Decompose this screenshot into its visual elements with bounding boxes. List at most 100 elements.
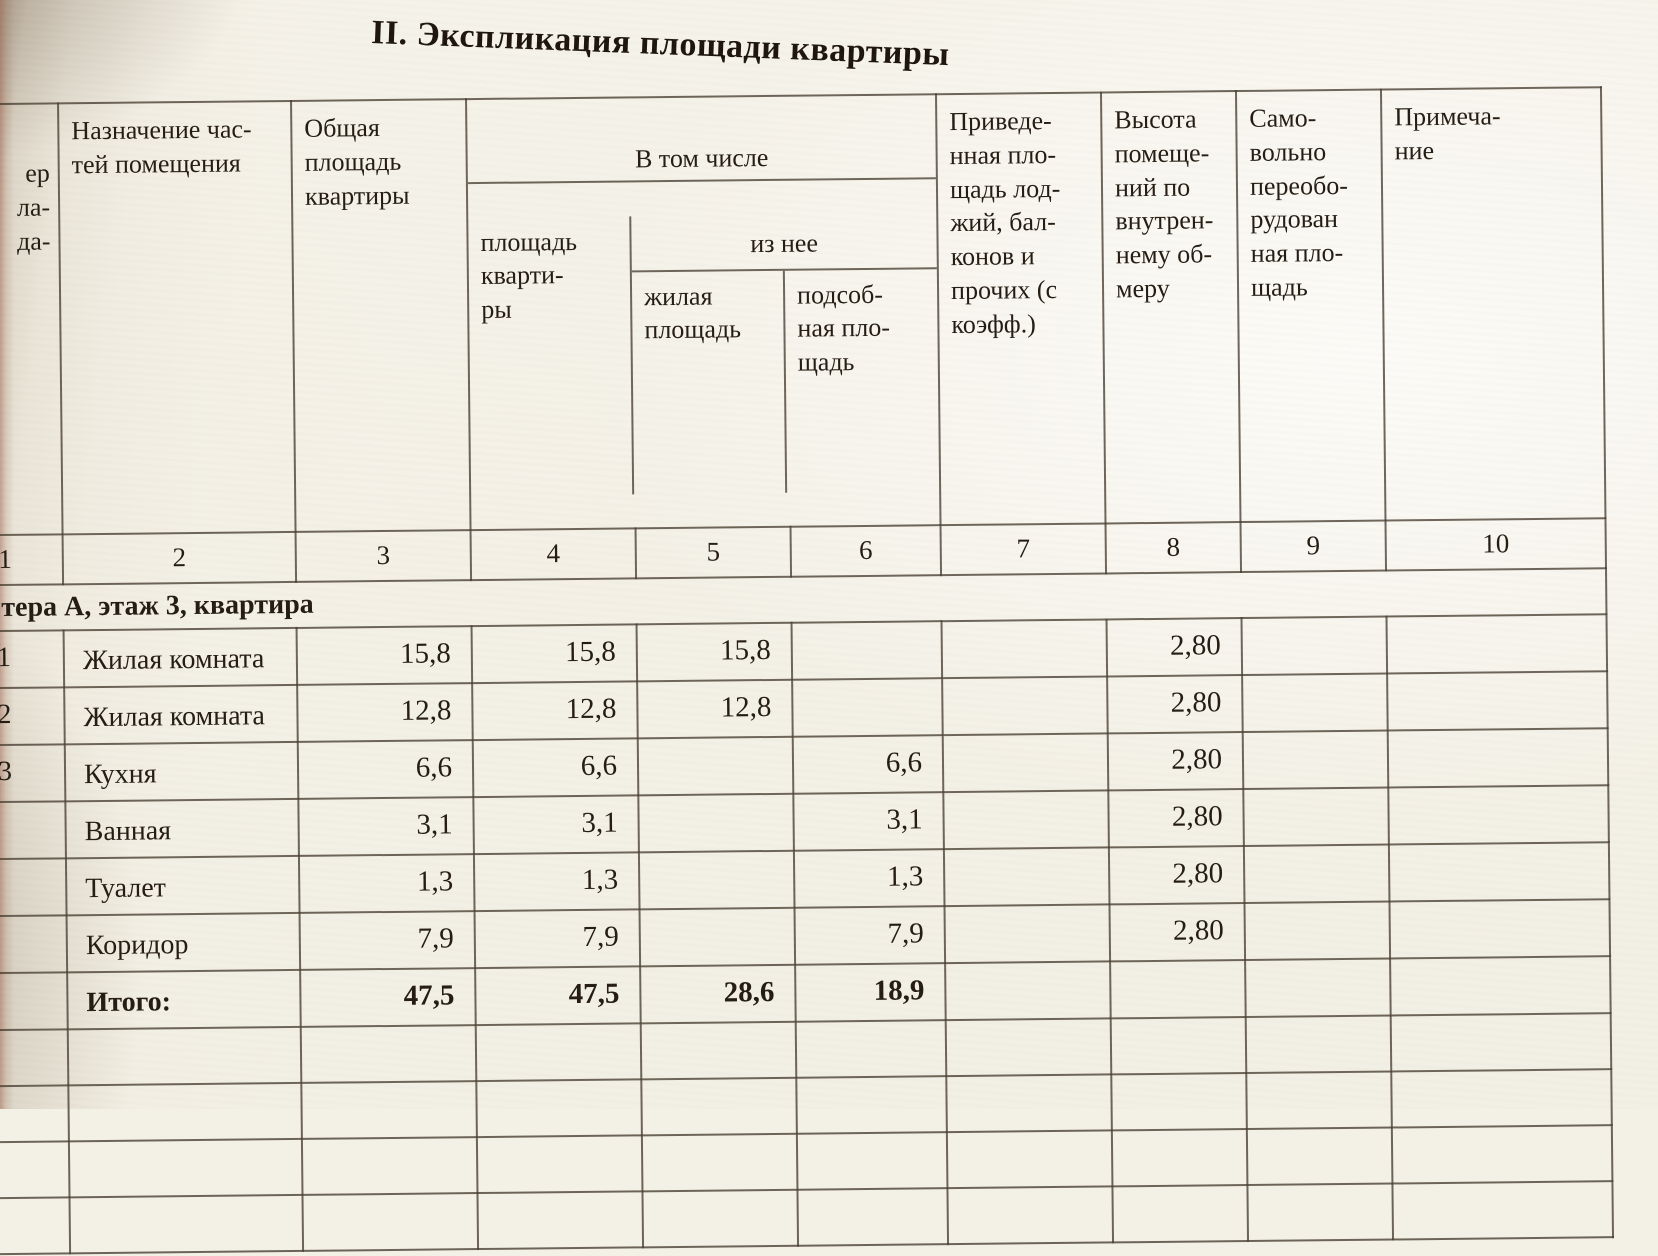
cell-reduced-area — [943, 790, 1109, 850]
cell-row-number: 3 — [0, 744, 66, 804]
cell-living-area — [637, 737, 794, 796]
header-cell-height: Высота помеще- ний по внутрен- нему об- … — [1101, 91, 1241, 524]
empty-cell — [1247, 1183, 1394, 1242]
cell-room-name: Жилая комната — [63, 628, 298, 688]
cell-row-number — [0, 915, 68, 975]
cell-apartment-area: 47,5 — [475, 966, 641, 1026]
header-cell-unauthorized: Само- вольно переобо- рудован ная пло- щ… — [1236, 89, 1386, 523]
empty-cell — [1391, 1069, 1612, 1128]
header-cell-number: ер ла- да- — [0, 103, 63, 537]
cell-height: 2,80 — [1106, 618, 1243, 677]
empty-cell — [1110, 1017, 1247, 1075]
cell-unauthorized — [1245, 958, 1391, 1018]
cell-note — [1388, 842, 1610, 902]
cell-height: 2,80 — [1108, 789, 1244, 848]
empty-cell — [0, 1197, 71, 1256]
cell-apartment-area: 6,6 — [472, 738, 639, 798]
cell-note — [1387, 671, 1608, 731]
cell-living-area: 28,6 — [640, 965, 796, 1024]
cell-note — [1387, 728, 1609, 788]
empty-cell — [945, 1018, 1112, 1077]
cell-living-area — [638, 851, 795, 910]
empty-cell — [300, 1025, 477, 1084]
cell-total-area: 3,1 — [298, 797, 474, 857]
empty-cell — [301, 1081, 477, 1140]
empty-cell — [68, 1083, 302, 1142]
cell-reduced-area — [944, 904, 1111, 964]
cell-auxiliary-area: 18,9 — [795, 963, 946, 1023]
column-number-1: 1 — [0, 534, 64, 587]
explication-table: ер ла- да- Назначение час- тей помещения… — [0, 86, 1614, 1256]
empty-cell — [67, 1027, 302, 1086]
column-number-8: 8 — [1105, 522, 1242, 574]
cell-row-number — [0, 858, 67, 918]
empty-cell — [69, 1195, 304, 1254]
empty-cell — [301, 1137, 478, 1196]
header-cell-purpose: Назначение час- тей помещения — [58, 100, 296, 535]
cell-height: 2,80 — [1107, 675, 1243, 734]
scanned-page-background — [0, 0, 1658, 1109]
cell-auxiliary-area — [792, 678, 943, 738]
empty-cell — [641, 1078, 797, 1136]
empty-cell — [0, 1029, 69, 1088]
column-number-9: 9 — [1240, 520, 1387, 573]
header-cell-total-area: Общая площадь квартиры — [291, 99, 471, 533]
cell-height: 2,80 — [1108, 846, 1245, 905]
cell-row-number — [0, 801, 66, 861]
cell-room-name: Коридор — [66, 913, 301, 973]
cell-total-area: 12,8 — [297, 683, 473, 743]
cell-auxiliary-area — [791, 621, 943, 681]
cell-total-area: 47,5 — [300, 968, 476, 1028]
cell-reduced-area — [941, 619, 1108, 679]
cell-apartment-area: 7,9 — [474, 909, 641, 969]
cell-note — [1390, 956, 1611, 1016]
cell-living-area: 12,8 — [637, 680, 793, 739]
empty-cell — [641, 1134, 798, 1192]
cell-apartment-area: 1,3 — [473, 852, 640, 912]
column-number-7: 7 — [940, 523, 1107, 576]
cell-living-area: 15,8 — [636, 623, 793, 682]
empty-cell — [796, 1132, 948, 1191]
cell-auxiliary-area: 3,1 — [793, 792, 944, 852]
empty-cell — [475, 1023, 642, 1082]
empty-cell — [795, 1020, 947, 1079]
empty-cell — [477, 1191, 644, 1250]
cell-auxiliary-area: 6,6 — [792, 735, 944, 795]
cell-living-area — [638, 794, 794, 853]
cell-living-area — [639, 908, 796, 967]
cell-auxiliary-area: 7,9 — [794, 906, 946, 966]
cell-apartment-area: 15,8 — [471, 624, 638, 684]
empty-cell — [1390, 1013, 1612, 1072]
cell-unauthorized — [1243, 787, 1389, 847]
cell-note — [1388, 785, 1609, 845]
cell-total-area: 7,9 — [299, 911, 476, 971]
header-cell-note: Примеча- ние — [1381, 87, 1606, 521]
empty-cell — [0, 1085, 69, 1144]
empty-cell — [476, 1135, 643, 1194]
cell-reduced-area — [945, 961, 1111, 1021]
cell-unauthorized — [1242, 673, 1388, 733]
empty-cell — [1246, 1127, 1393, 1186]
empty-cell — [946, 1130, 1113, 1189]
header-cell-including-group: В том числе площадь кварти- ры из нее жи… — [466, 94, 941, 531]
empty-cell — [1111, 1129, 1248, 1187]
cell-room-name: Кухня — [64, 742, 299, 802]
cell-reduced-area — [943, 847, 1110, 907]
empty-cell — [68, 1139, 303, 1198]
column-number-5: 5 — [635, 527, 792, 579]
cell-unauthorized — [1241, 616, 1388, 676]
header-auxiliary-area: подсоб- ная пло- щадь — [796, 279, 891, 377]
empty-cell — [1111, 1073, 1247, 1131]
cell-total-label: Итого: — [67, 970, 301, 1030]
header-of-it-sub: жилая площадь подсоб- ная пло- щадь — [631, 269, 939, 494]
cell-note — [1386, 614, 1608, 674]
cell-total-area: 15,8 — [296, 626, 473, 686]
empty-cell — [642, 1190, 799, 1248]
cell-row-number — [0, 972, 68, 1032]
cell-note — [1389, 899, 1611, 959]
cell-height — [1110, 960, 1246, 1019]
cell-total-area: 1,3 — [298, 854, 475, 914]
cell-auxiliary-area: 1,3 — [793, 849, 945, 909]
empty-cell — [1392, 1181, 1614, 1240]
empty-cell — [947, 1186, 1114, 1245]
